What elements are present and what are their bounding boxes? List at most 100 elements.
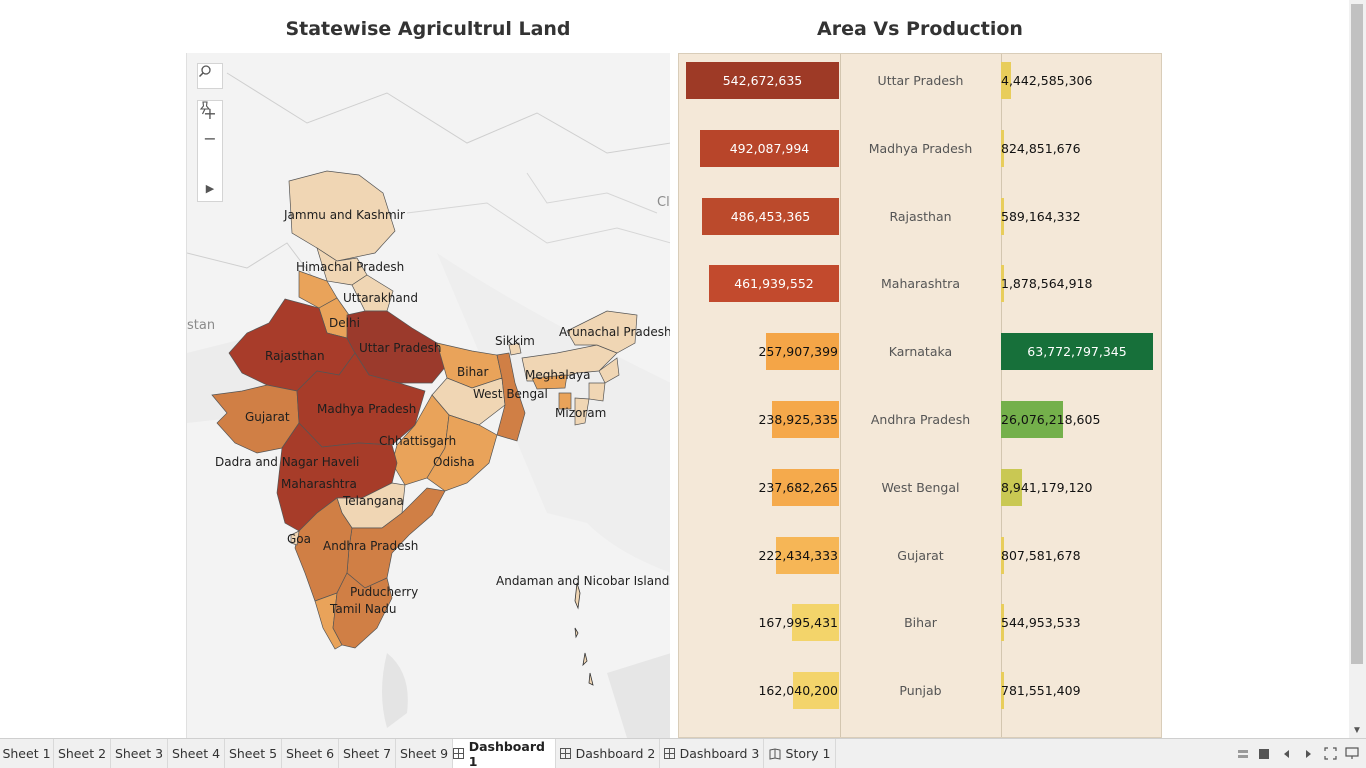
production-value-label: 781,551,409 [1001,683,1081,699]
tab-label: Dashboard 1 [468,738,545,768]
area-bar[interactable]: 222,434,333 [758,536,839,574]
chart-row[interactable]: 238,925,335 Andhra Pradesh 26,076,218,605 [679,394,1161,462]
tab-sheet-4[interactable]: Sheet 4 [168,739,225,768]
state-mizoram[interactable] [574,397,590,426]
tab-sheet-5[interactable]: Sheet 5 [225,739,282,768]
chart-row[interactable]: 542,672,635 Uttar Pradesh 4,442,585,306 [679,55,1161,123]
state-name-label: Andhra Pradesh [870,412,971,427]
tab-sheet-6[interactable]: Sheet 6 [282,739,339,768]
area-bar[interactable]: 167,995,431 [758,604,839,642]
sheet-tab-bar: Sheet 1 Sheet 2 Sheet 3 Sheet 4 Sheet 5 … [0,738,1366,768]
state-odisha[interactable] [426,414,498,492]
next-icon [1306,749,1311,758]
grid-view-button[interactable] [1257,745,1271,762]
state-west-bengal[interactable] [496,352,526,442]
state-tripura[interactable] [558,392,572,410]
map-canvas[interactable] [187,53,670,738]
area-bar[interactable]: 237,682,265 [758,468,839,506]
state-meghalaya[interactable] [531,374,568,390]
tab-label: Sheet 9 [399,746,449,761]
state-nagaland[interactable] [598,357,620,384]
production-value-label: 544,953,533 [1001,615,1081,631]
scrollbar-thumb[interactable] [1351,4,1363,664]
tab-sheet-9[interactable]: Sheet 9 [396,739,453,768]
chart-row[interactable]: 257,907,399 Karnataka 63,772,797,345 [679,326,1161,394]
map-search-button[interactable] [197,63,223,89]
area-bar[interactable]: 257,907,399 [758,333,839,371]
production-bar[interactable] [1001,129,1004,167]
area-value-label: 167,995,431 [758,615,838,631]
area-bar[interactable]: 492,087,994 [700,129,839,167]
chart-row[interactable]: 222,434,333 Gujarat 807,581,678 [679,530,1161,598]
area-vs-production-chart[interactable]: 542,672,635 Uttar Pradesh 4,442,585,306 492… [678,53,1162,738]
tab-sheet-2[interactable]: Sheet 2 [54,739,111,768]
state-manipur[interactable] [588,382,606,402]
state-uttar-pradesh[interactable] [346,310,448,384]
state-sikkim[interactable] [508,342,522,356]
state-name-label: Maharashtra [881,276,960,292]
production-bar[interactable] [1001,333,1153,371]
state-karnataka[interactable] [294,497,353,602]
chart-row[interactable]: 237,682,265 West Bengal 8,941,179,120 [679,462,1161,530]
production-bar[interactable] [1001,265,1004,303]
story-icon [769,747,781,760]
tab-dashboard-3[interactable]: Dashboard 3 [660,739,764,768]
tab-story-1[interactable]: Story 1 [764,739,836,768]
tab-label: Sheet 1 [2,746,51,761]
state-jammu-kashmir[interactable] [288,170,396,262]
zoom-out-button[interactable]: − [203,129,217,148]
tab-sheet-3[interactable]: Sheet 3 [111,739,168,768]
tab-dashboard-1[interactable]: Dashboard 1 [453,739,556,768]
tab-sheet-7[interactable]: Sheet 7 [339,739,396,768]
tab-sheet-1[interactable]: Sheet 1 [0,739,54,768]
chart-row[interactable]: 167,995,431 Bihar 544,953,533 [679,597,1161,665]
production-value-label: 8,941,179,120 [1001,479,1093,495]
india-map[interactable]: stan Cl Jammu and Kashmir Himachal Prade… [186,53,670,738]
area-bar[interactable]: 542,672,635 [686,62,839,99]
area-value-label: 162,040,200 [758,683,838,699]
tab-dashboard-2[interactable]: Dashboard 2 [556,739,660,768]
fit-screen-icon [1323,747,1337,760]
area-value-label: 222,434,333 [758,547,838,563]
state-tamil-nadu[interactable] [332,572,393,649]
pin-map-button[interactable] [198,101,222,176]
production-bar[interactable] [1001,672,1004,710]
chart-row[interactable]: 461,939,552 Maharashtra 1,878,564,918 [679,258,1161,326]
area-bar[interactable]: 162,040,200 [758,672,839,710]
tab-label: Sheet 6 [285,746,335,761]
expand-toolbar-button[interactable]: ▶ [205,182,215,195]
prev-icon [1284,749,1289,758]
vertical-scrollbar[interactable]: ▼ [1349,0,1366,738]
prev-sheet-button[interactable] [1281,745,1293,762]
production-bar[interactable] [1001,62,1011,99]
pin-icon [199,101,211,115]
next-sheet-button[interactable] [1302,745,1314,762]
chart-row[interactable]: 162,040,200 Punjab 781,551,409 [679,665,1161,733]
state-goa[interactable] [290,530,300,546]
state-andaman-nicobar[interactable] [574,582,594,686]
film-strip-button[interactable] [1236,745,1250,762]
production-bar[interactable] [1001,468,1022,506]
production-bar[interactable] [1001,401,1063,438]
dashboard-icon [663,748,675,759]
scroll-down-arrow-icon[interactable]: ▼ [1352,725,1362,736]
chart-row[interactable]: 492,087,994 Madhya Pradesh 824,851,676 [679,123,1161,191]
column-divider [840,54,841,737]
state-arunachal-pradesh[interactable] [566,310,638,354]
production-bar[interactable] [1001,197,1004,235]
production-bar[interactable] [1001,604,1004,642]
production-bar[interactable] [1001,536,1004,574]
area-bar[interactable]: 461,939,552 [709,265,839,303]
chart-row[interactable]: 486,453,365 Rajasthan 589,164,332 [679,191,1161,259]
production-value-label: 589,164,332 [1001,208,1081,224]
state-uttarakhand[interactable] [351,274,394,312]
fit-screen-button[interactable] [1323,745,1337,762]
presentation-button[interactable] [1344,745,1360,762]
area-bar[interactable]: 238,925,335 [758,401,839,438]
area-value-label: 486,453,365 [730,208,811,224]
chart-title: Area Vs Production [817,18,1023,40]
grid-view-icon [1259,748,1269,759]
area-bar[interactable]: 486,453,365 [702,197,839,235]
state-name-label: West Bengal [881,479,960,495]
